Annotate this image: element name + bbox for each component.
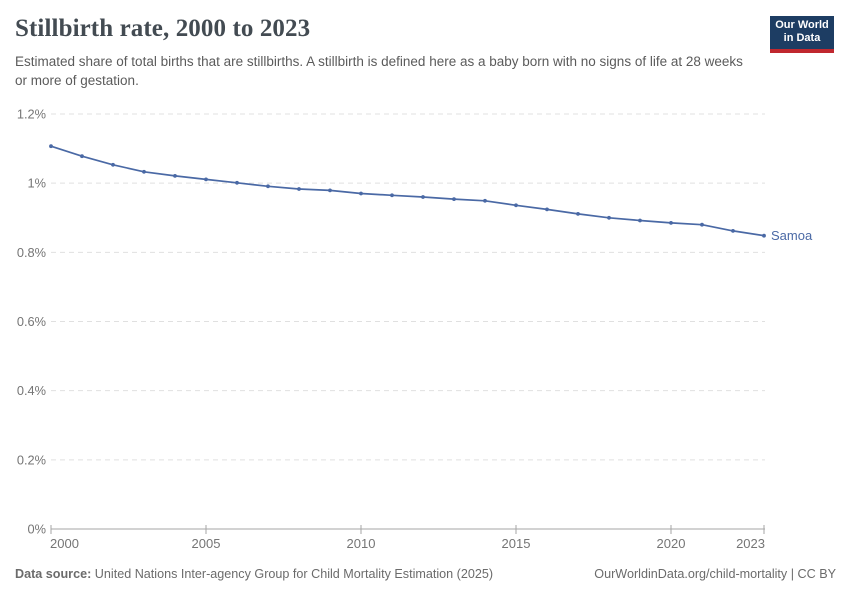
data-source-text: United Nations Inter-agency Group for Ch… (91, 567, 494, 581)
x-tick-label: 2000 (50, 536, 79, 551)
y-tick-label: 1% (28, 176, 47, 191)
line-chart: 0% 0.2% 0.4% 0.6% 0.8% 1% 1.2% 2000 2005 2010 2015… (17, 107, 813, 552)
x-tick-label: 2015 (502, 536, 531, 551)
owid-logo: Our World in Data (770, 16, 834, 53)
data-point (359, 191, 363, 196)
x-tick-label: 2005 (192, 536, 221, 551)
chart-subtitle: Estimated share of total births that are… (15, 54, 743, 88)
data-point (266, 184, 270, 189)
credit-text: OurWorldinData.org/child-mortality | CC … (594, 567, 836, 581)
data-point (390, 193, 394, 198)
y-tick-label: 1.2% (17, 107, 46, 122)
data-point (700, 222, 704, 227)
data-point (545, 207, 549, 212)
data-point (111, 162, 115, 167)
owid-logo-line1: Our World (775, 19, 829, 31)
x-tick-label: 2023 (736, 536, 765, 551)
data-point (669, 221, 673, 225)
y-tick-label: 0.6% (17, 314, 46, 329)
data-point (49, 144, 53, 149)
data-point (514, 203, 518, 208)
data-point (328, 188, 332, 193)
owid-logo-line2: in Data (783, 32, 821, 44)
data-point (607, 215, 611, 220)
data-point (173, 174, 177, 178)
data-point (421, 195, 425, 199)
data-point (204, 177, 208, 182)
x-tick-label: 2010 (347, 536, 376, 551)
page-title: Stillbirth rate, 2000 to 2023 (15, 15, 311, 42)
data-point (762, 233, 766, 238)
data-point (576, 212, 580, 216)
entity-label: Samoa (771, 228, 813, 243)
data-point (235, 180, 239, 185)
x-tick-label: 2020 (657, 536, 686, 551)
data-point (297, 187, 301, 191)
data-point (731, 229, 735, 233)
y-tick-label: 0% (28, 522, 47, 537)
chart-footer: Data source: United Nations Inter-agency… (15, 567, 836, 581)
data-source-label: Data source: (15, 567, 92, 581)
data-point (452, 197, 456, 201)
data-point (483, 198, 487, 203)
data-point (638, 218, 642, 223)
y-tick-label: 0.2% (17, 452, 46, 467)
data-line (50, 145, 765, 237)
y-tick-label: 0.8% (17, 245, 46, 260)
data-point (142, 169, 146, 174)
data-point (80, 154, 84, 159)
y-tick-label: 0.4% (17, 383, 46, 398)
data-source: Data source: United Nations Inter-agency… (15, 567, 493, 581)
